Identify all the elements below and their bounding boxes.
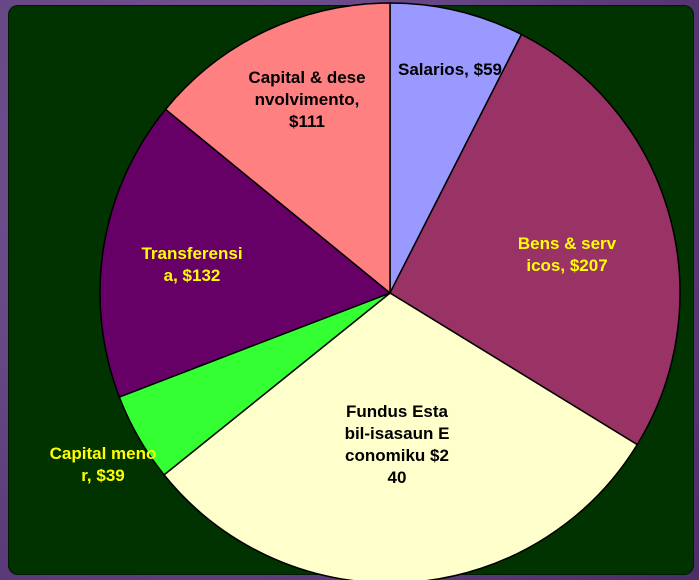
wedge: [163, 292, 639, 580]
value-label: $240: [387, 446, 449, 487]
value-label: $132: [182, 266, 221, 285]
value-label: $207: [569, 256, 608, 275]
category-label: Capital & desenvolvimento,: [248, 68, 366, 109]
slice-label: Fundus Estabil-isasaun Economiku $240: [342, 401, 452, 489]
slice-label: Transferensia, $132: [135, 243, 250, 287]
wedge: [164, 2, 391, 295]
value-label: $111: [289, 112, 325, 131]
value-label: $59: [473, 60, 502, 79]
slice-label: Capital menor, $39: [48, 443, 158, 487]
category-label: Bens & servicos,: [517, 234, 617, 275]
slice-label: Salarios, $59: [395, 59, 505, 81]
category-label: Transferensia,: [141, 244, 243, 285]
category-label: Fundus Estabil-isasaun Economiku: [344, 402, 450, 465]
category-label: Salarios,: [398, 60, 469, 79]
wedge: [99, 108, 392, 398]
category-label: Capital menor,: [49, 444, 157, 485]
wedge: [389, 2, 523, 294]
slice-label: Capital & desenvolvimento, $111: [247, 67, 367, 133]
slice-label: Bens & servicos, $207: [517, 233, 617, 277]
wedge: [389, 33, 681, 446]
value-label: $39: [96, 466, 125, 485]
